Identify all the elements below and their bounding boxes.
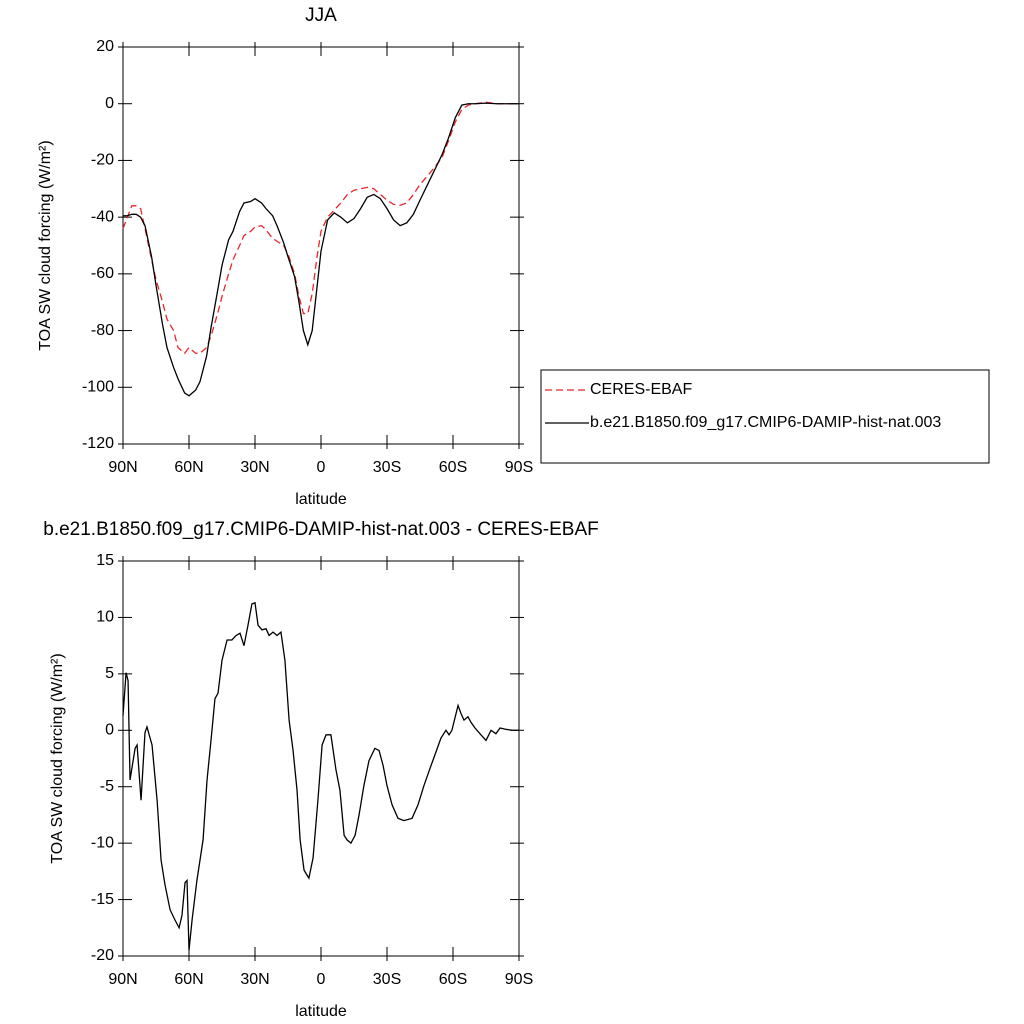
x-tick-label: 60S	[439, 459, 467, 476]
x-axis-label: latitude	[295, 491, 347, 508]
x-tick-label: 60S	[439, 971, 467, 988]
legend-label: CERES-EBAF	[590, 381, 692, 398]
x-tick-label: 90N	[108, 971, 137, 988]
y-tick-label: -120	[82, 435, 114, 452]
y-tick-label: -60	[91, 265, 114, 282]
y-tick-label: 10	[96, 609, 114, 626]
y-tick-label: 0	[105, 722, 114, 739]
x-tick-label: 30S	[373, 971, 401, 988]
y-tick-label: -20	[91, 947, 114, 964]
y-tick-label: -15	[91, 891, 114, 908]
y-axis-label: TOA SW cloud forcing (W/m²)	[37, 140, 54, 350]
y-tick-label: -40	[91, 208, 114, 225]
x-tick-label: 30N	[240, 459, 269, 476]
x-tick-label: 30N	[240, 971, 269, 988]
data-line	[122, 601, 519, 951]
x-tick-label: 60N	[174, 971, 203, 988]
legend-label: b.e21.B1850.f09_g17.CMIP6-DAMIP-hist-nat…	[590, 414, 941, 431]
legend-box	[540, 369, 990, 464]
y-tick-label: -100	[82, 379, 114, 396]
y-tick-label: -20	[91, 152, 114, 169]
x-tick-label: 0	[317, 459, 326, 476]
y-tick-label: 15	[96, 552, 114, 569]
x-tick-label: 30S	[373, 459, 401, 476]
plot-frame	[122, 46, 520, 445]
y-axis-label: TOA SW cloud forcing (W/m²)	[49, 653, 66, 863]
y-tick-label: 5	[105, 665, 114, 682]
y-tick-label: -80	[91, 322, 114, 339]
x-tick-label: 90S	[505, 971, 533, 988]
x-tick-label: 0	[317, 971, 326, 988]
y-tick-label: 0	[105, 95, 114, 112]
x-axis-label: latitude	[295, 1003, 347, 1020]
y-tick-label: -5	[100, 778, 114, 795]
chart-title: JJA	[305, 5, 337, 26]
x-tick-label: 90S	[505, 459, 533, 476]
x-tick-label: 60N	[174, 459, 203, 476]
chart-title: b.e21.B1850.f09_g17.CMIP6-DAMIP-hist-nat…	[43, 519, 598, 540]
y-tick-label: -10	[91, 834, 114, 851]
x-tick-label: 90N	[108, 459, 137, 476]
y-tick-label: 20	[96, 38, 114, 55]
data-line	[122, 101, 519, 355]
plot-frame	[122, 560, 520, 957]
data-line	[123, 102, 519, 397]
